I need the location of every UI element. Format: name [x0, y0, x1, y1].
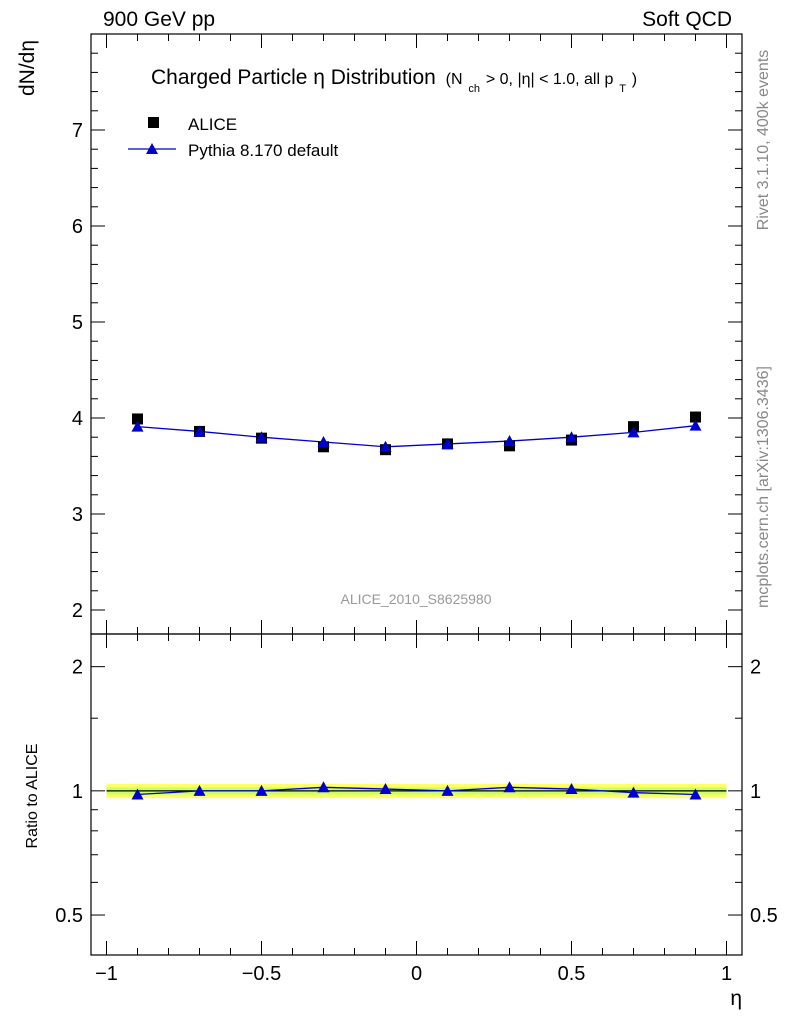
- ratio-point: [689, 788, 702, 800]
- legend-marker-pythia: [146, 143, 158, 154]
- x-tick-label: 1: [721, 963, 732, 985]
- ratio-line: [137, 786, 696, 796]
- legend-label-pythia: Pythia 8.170 default: [188, 141, 339, 160]
- legend-label-alice: ALICE: [188, 115, 237, 134]
- ratio-point: [627, 786, 640, 798]
- analysis-watermark: ALICE_2010_S8625980: [340, 591, 491, 607]
- pythia-point: [379, 440, 392, 452]
- ratio-point: [441, 784, 454, 796]
- main-series: [131, 411, 702, 456]
- y-tick-label: 2: [72, 600, 83, 622]
- pythia-point: [627, 426, 640, 438]
- pythia-line: [137, 425, 696, 448]
- y-tick-label: 5: [72, 312, 83, 334]
- ratio-point: [565, 783, 578, 795]
- pythia-point: [689, 419, 702, 431]
- ratio-tick-label-left: 1: [72, 781, 83, 803]
- pythia-point: [503, 435, 516, 447]
- ratio-axis-ticks: −1 −0.5 0 0.5 1 0.5 0.5 1 1 2 2: [55, 634, 778, 985]
- ratio-series: [131, 781, 702, 800]
- ratio-tick-label-left: 2: [72, 657, 83, 679]
- pythia-point: [255, 431, 268, 443]
- pythia-point: [441, 437, 454, 449]
- x-tick-label: −1: [95, 963, 118, 985]
- chart-title: Charged Particle η Distribution (N ch > …: [151, 66, 637, 97]
- ratio-point: [503, 781, 516, 793]
- pythia-point: [193, 425, 206, 437]
- ratio-point: [131, 788, 144, 800]
- y-axis-label-ratio: Ratio to ALICE: [24, 744, 41, 849]
- ratio-point: [255, 784, 268, 796]
- ratio-point: [379, 783, 392, 795]
- x-axis-label: η: [730, 987, 742, 1010]
- process-label: Soft QCD: [642, 8, 732, 31]
- ratio-point: [317, 781, 330, 793]
- x-tick-label: −0.5: [242, 963, 281, 985]
- x-tick-label: 0.5: [558, 963, 586, 985]
- y-tick-label: 7: [72, 120, 83, 142]
- ratio-tick-label-left: 0.5: [55, 905, 83, 927]
- legend-marker-alice: [148, 117, 159, 128]
- alice-point: [690, 411, 701, 423]
- y-axis-label-main: dN/dη: [16, 40, 39, 96]
- legend: ALICE Pythia 8.170 default: [128, 115, 339, 160]
- pythia-point: [317, 436, 330, 447]
- ratio-tick-label-right: 1: [750, 781, 761, 803]
- alice-point: [132, 413, 143, 425]
- ratio-tick-label-right: 2: [750, 657, 761, 679]
- y-tick-label: 6: [72, 216, 83, 238]
- main-axis-ticks: 2 3 4 5 6 7: [72, 34, 742, 634]
- pythia-point: [565, 431, 578, 443]
- collision-label: 900 GeV pp: [103, 8, 216, 31]
- y-tick-label: 4: [72, 408, 83, 430]
- ratio-tick-label-right: 0.5: [750, 905, 778, 927]
- pythia-point: [131, 420, 144, 432]
- ratio-point: [193, 784, 206, 796]
- x-tick-label: 0: [411, 963, 422, 985]
- y-tick-label: 3: [72, 504, 83, 526]
